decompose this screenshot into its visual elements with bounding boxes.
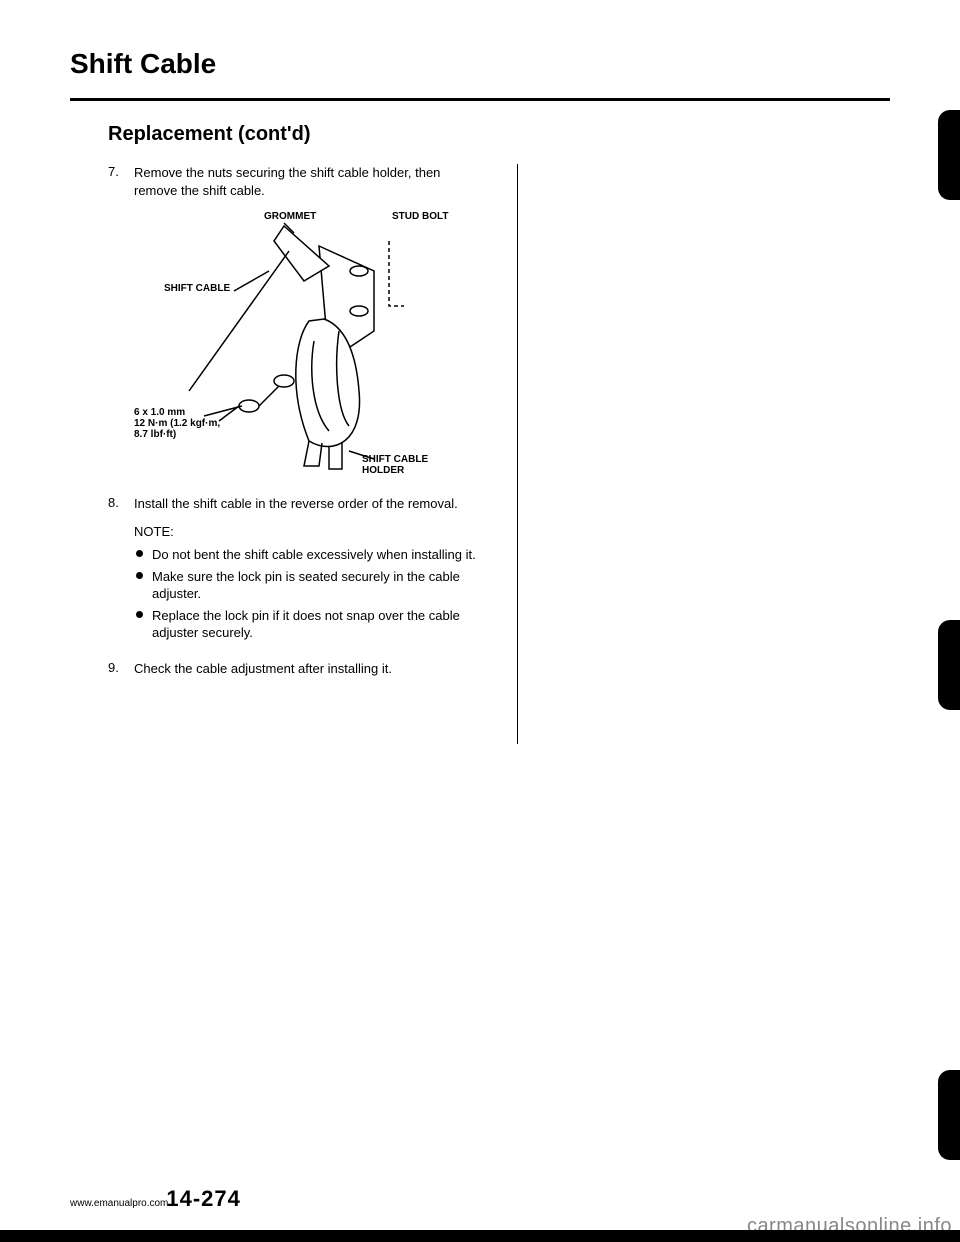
- edge-tab: [938, 1070, 960, 1160]
- diagram-svg: [134, 211, 474, 481]
- page-number: www.emanualpro.com14-274: [70, 1186, 241, 1212]
- label-stud-bolt: STUD BOLT: [392, 211, 448, 222]
- label-bolt-spec: 6 x 1.0 mm 12 N·m (1.2 kgf·m, 8.7 lbf·ft…: [134, 407, 220, 440]
- left-column: 7. Remove the nuts securing the shift ca…: [108, 164, 518, 744]
- edge-tabs: [936, 0, 960, 1242]
- note-item: Do not bent the shift cable excessively …: [134, 546, 487, 564]
- label-holder: SHIFT CABLE HOLDER: [362, 454, 428, 476]
- title-rule: [70, 98, 890, 101]
- diagram: GROMMET STUD BOLT SHIFT CABLE 6 x 1.0 mm…: [134, 211, 487, 481]
- label-shift-cable: SHIFT CABLE: [164, 283, 230, 294]
- step-text: Check the cable adjustment after install…: [134, 660, 487, 678]
- page-prefix: www.emanualpro.com: [70, 1198, 168, 1209]
- step-number: 9.: [108, 660, 134, 678]
- note-list: Do not bent the shift cable excessively …: [134, 546, 487, 642]
- edge-tab: [938, 110, 960, 200]
- section-subtitle: Replacement (cont'd): [108, 123, 890, 146]
- step-8: 8. Install the shift cable in the revers…: [108, 495, 487, 646]
- step-number: 8.: [108, 495, 134, 646]
- page-title: Shift Cable: [70, 48, 890, 80]
- page-num-value: 14-274: [166, 1186, 241, 1211]
- label-grommet: GROMMET: [264, 211, 316, 222]
- step-text: Install the shift cable in the reverse o…: [134, 495, 487, 513]
- step-9: 9. Check the cable adjustment after inst…: [108, 660, 487, 678]
- edge-tab: [938, 620, 960, 710]
- step-body-8: Install the shift cable in the reverse o…: [134, 495, 487, 646]
- step-7: 7. Remove the nuts securing the shift ca…: [108, 164, 487, 199]
- note-heading: NOTE:: [134, 523, 487, 541]
- step-number: 7.: [108, 164, 134, 199]
- note-item: Replace the lock pin if it does not snap…: [134, 607, 487, 642]
- step-text: Remove the nuts securing the shift cable…: [134, 164, 487, 199]
- page-container: Shift Cable Replacement (cont'd) 7. Remo…: [0, 0, 960, 774]
- note-item: Make sure the lock pin is seated securel…: [134, 568, 487, 603]
- bottom-bar: [0, 1230, 960, 1242]
